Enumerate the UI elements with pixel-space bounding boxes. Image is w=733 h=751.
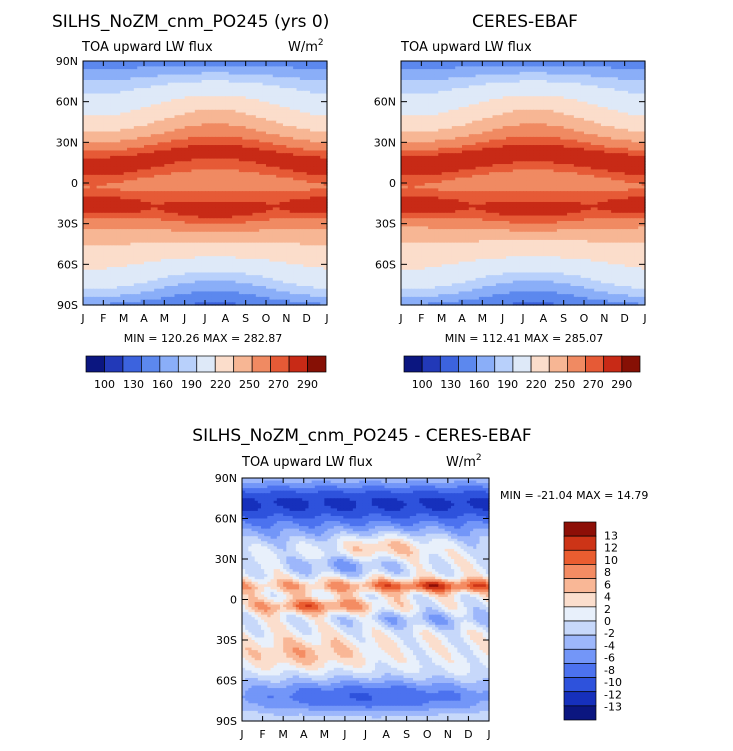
tl-units-base: W/m (288, 40, 318, 55)
tl-units-sup: 2 (318, 38, 324, 48)
tl-subtitle: TOA upward LW flux (81, 40, 213, 55)
tl-units: W/m2 (288, 38, 324, 55)
tl-title: SILHS_NoZM_cnm_PO245 (yrs 0) (52, 12, 329, 32)
